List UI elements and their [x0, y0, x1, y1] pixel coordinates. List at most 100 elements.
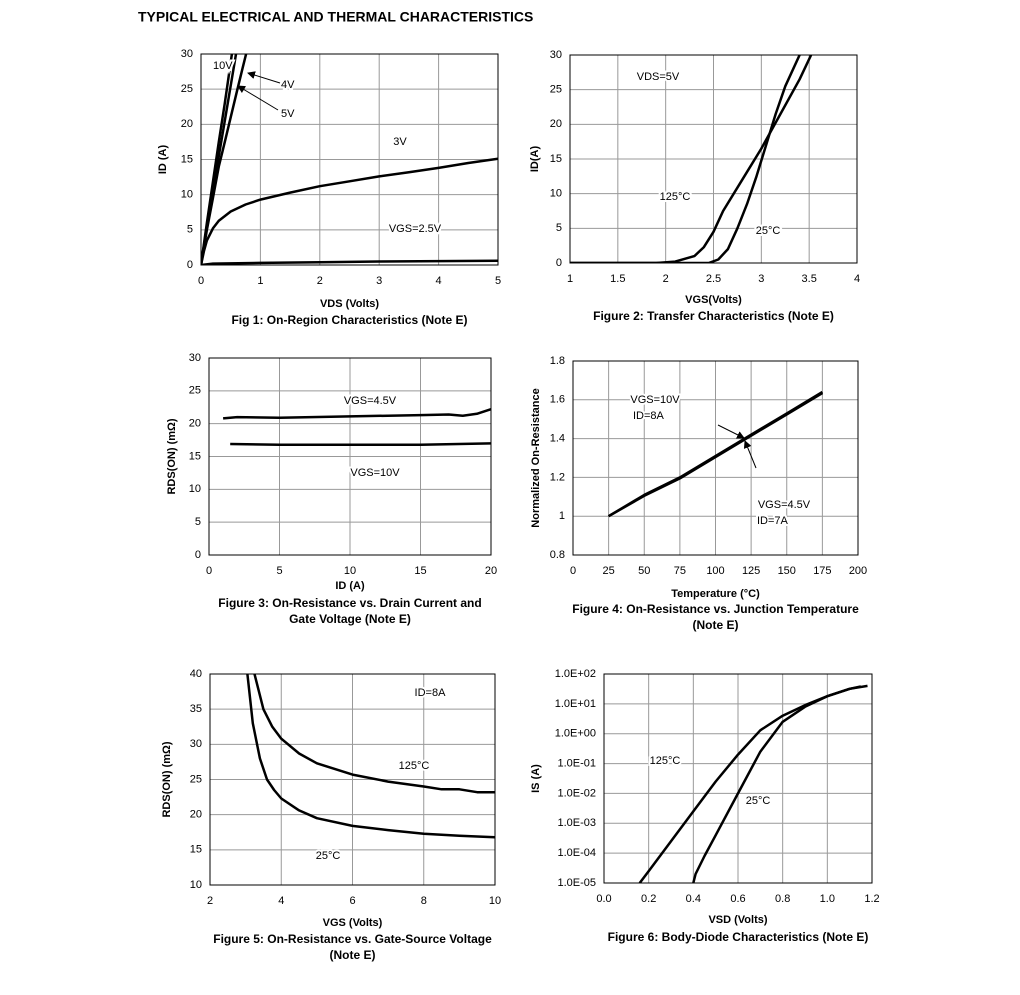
x-tick-label: 0.2 [641, 893, 656, 905]
x-tick-label: 2 [207, 895, 213, 907]
series-label: 25°C [756, 225, 781, 237]
chart-title: Figure 2: Transfer Characteristics (Note… [593, 309, 834, 323]
y-tick-label: 1.0E-03 [557, 817, 596, 829]
series-label: 125°C [399, 760, 430, 772]
series-label: VGS=10V [630, 394, 680, 406]
y-tick-label: 10 [189, 483, 201, 495]
y-tick-label: 25 [189, 385, 201, 397]
series-label: 25°C [316, 850, 341, 862]
y-tick-label: 1.4 [550, 433, 565, 445]
x-tick-label: 75 [674, 565, 686, 577]
annotation: ID=8A [633, 410, 665, 422]
x-tick-label: 8 [421, 895, 427, 907]
x-tick-label: 5 [276, 565, 282, 577]
y-axis-label: Normalized On-Resistance [530, 388, 542, 527]
x-tick-label: 1.0 [820, 893, 835, 905]
y-tick-label: 0 [556, 257, 562, 269]
plot-border [603, 673, 873, 884]
y-tick-label: 25 [190, 773, 202, 785]
chart: 0.8 1 1.2 1.4 1.6 1.8 0 25 50 75 100 125 150 175 200 VG… [530, 355, 867, 632]
y-tick-label: 10 [550, 188, 562, 200]
y-tick-label: 10 [190, 879, 202, 891]
y-tick-label: 15 [189, 450, 201, 462]
plot-border [569, 54, 858, 264]
y-tick-label: 35 [190, 703, 202, 715]
y-tick-label: 20 [190, 809, 202, 821]
x-tick-label: 125 [742, 565, 760, 577]
x-axis-label: VDS (Volts) [320, 298, 379, 310]
y-tick-label: 1.0E+02 [555, 668, 596, 680]
annotation: VDS=5V [637, 71, 680, 83]
x-tick-label: 0.8 [775, 893, 790, 905]
x-axis-label: VSD (Volts) [708, 914, 767, 926]
chart: 0 5 10 15 20 25 30 0 1 2 3 4 5 10V 5V 4V 3V VGS=2.5V VDS (… [157, 48, 501, 327]
x-tick-label: 100 [706, 565, 724, 577]
x-axis-label: Temperature (°C) [671, 588, 760, 600]
y-axis-label: RDS(ON) (mΩ) [161, 741, 173, 817]
data-line [570, 55, 801, 263]
y-axis-label: RDS(ON) (mΩ) [166, 418, 178, 494]
y-tick-label: 30 [190, 738, 202, 750]
x-axis-label: VGS(Volts) [685, 294, 742, 306]
arrow [247, 71, 281, 84]
y-tick-label: 15 [550, 153, 562, 165]
x-tick-label: 1 [567, 273, 573, 285]
plot-border [209, 673, 496, 886]
y-tick-label: 10 [181, 189, 193, 201]
x-tick-label: 0 [206, 565, 212, 577]
page-title: TYPICAL ELECTRICAL AND THERMAL CHARACTER… [138, 9, 533, 25]
y-tick-label: 1.8 [550, 355, 565, 367]
data-line [246, 674, 495, 839]
plot-border [208, 357, 492, 556]
series-label: 10V [213, 60, 233, 72]
series-label: 4V [281, 79, 295, 91]
x-tick-label: 4 [278, 895, 284, 907]
y-tick-label: 30 [550, 49, 562, 61]
series-label: 125°C [650, 755, 681, 767]
data-line [230, 442, 491, 446]
y-tick-label: 1.0E+01 [555, 698, 596, 710]
annotation: ID=7A [757, 515, 789, 527]
y-tick-label: 0 [187, 259, 193, 271]
x-tick-label: 10 [344, 565, 356, 577]
x-axis-label: VGS (Volts) [323, 917, 383, 929]
y-tick-label: 40 [190, 668, 202, 680]
chart-title: Figure 3: On-Resistance vs. Drain Curren… [218, 596, 481, 626]
series-label: 3V [393, 136, 407, 148]
data-line [201, 259, 498, 265]
y-axis-label: IS (A) [530, 764, 542, 793]
data-line [201, 157, 498, 265]
chart: 10 15 20 25 30 35 40 2 4 6 8 10 125°C 25°C ID=8A VGS (V… [161, 668, 501, 962]
y-tick-label: 0 [195, 549, 201, 561]
x-tick-label: 2 [663, 273, 669, 285]
x-tick-label: 3 [376, 275, 382, 287]
series-label: VGS=2.5V [389, 223, 442, 235]
y-tick-label: 25 [550, 84, 562, 96]
series-label: 125°C [660, 191, 691, 203]
x-tick-label: 4 [854, 273, 860, 285]
chart: 1.0E-05 1.0E-04 1.0E-03 1.0E-02 1.0E-01 1.0E+… [530, 668, 880, 944]
x-tick-label: 10 [489, 895, 501, 907]
y-tick-label: 1 [559, 510, 565, 522]
x-tick-label: 0 [198, 275, 204, 287]
y-tick-label: 20 [550, 118, 562, 130]
x-tick-label: 25 [603, 565, 615, 577]
arrow [743, 440, 757, 469]
x-tick-label: 20 [485, 565, 497, 577]
y-tick-label: 20 [189, 418, 201, 430]
y-tick-label: 15 [181, 153, 193, 165]
y-axis-label: ID(A) [529, 146, 541, 173]
x-tick-label: 0.4 [686, 893, 701, 905]
chart-title: Figure 5: On-Resistance vs. Gate-Source … [213, 932, 492, 962]
arrow [237, 85, 279, 111]
x-tick-label: 2.5 [706, 273, 721, 285]
y-tick-label: 1.0E-01 [557, 757, 596, 769]
series-label: VGS=4.5V [344, 395, 397, 407]
y-tick-label: 1.0E-04 [557, 847, 596, 859]
y-tick-label: 1.0E-05 [557, 877, 596, 889]
arrow [717, 424, 745, 439]
data-line [692, 684, 868, 883]
chart-title: Figure 6: Body-Diode Characteristics (No… [608, 930, 869, 944]
x-tick-label: 3.5 [802, 273, 817, 285]
